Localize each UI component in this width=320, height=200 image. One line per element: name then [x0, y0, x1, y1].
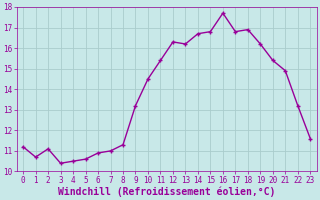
- X-axis label: Windchill (Refroidissement éolien,°C): Windchill (Refroidissement éolien,°C): [58, 186, 276, 197]
